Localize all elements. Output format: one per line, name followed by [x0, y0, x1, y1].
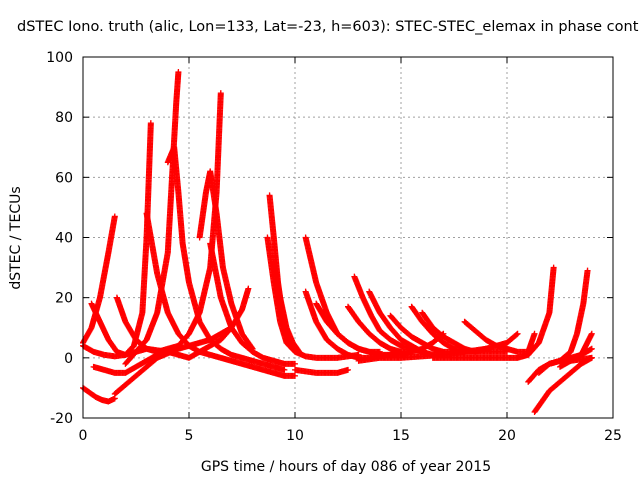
y-tick-label: 20: [55, 291, 73, 307]
data-point-marker: [248, 344, 255, 351]
series-26: [355, 330, 521, 364]
series-8: [122, 69, 182, 367]
data-point-marker: [292, 372, 298, 379]
x-tick-label: 5: [185, 428, 194, 444]
y-tick-label: 60: [55, 170, 73, 186]
data-point-marker: [345, 366, 351, 373]
data-points: [80, 69, 595, 415]
data-point-marker: [217, 90, 224, 97]
y-tick-label: 80: [55, 110, 73, 126]
series-5: [88, 120, 154, 358]
series-31: [535, 267, 591, 376]
x-tick-label: 20: [498, 428, 516, 444]
data-point-marker: [147, 120, 154, 127]
axes: [82, 56, 614, 419]
data-point-marker: [514, 330, 521, 337]
series-30: [531, 354, 595, 415]
x-axis-label: GPS time / hours of day 086 of year 2015: [201, 459, 491, 475]
data-point-marker: [281, 366, 288, 373]
data-point-marker: [292, 360, 298, 367]
data-point-marker: [175, 69, 182, 76]
data-point-marker: [588, 345, 595, 352]
y-tick-label: 100: [46, 50, 73, 66]
series-28: [429, 264, 557, 361]
y-tick-label: 0: [64, 351, 73, 367]
series-12: [90, 285, 252, 376]
data-point-marker: [296, 348, 303, 355]
series-13: [264, 234, 362, 361]
y-tick-label: 40: [55, 231, 73, 247]
x-tick-label: 25: [604, 428, 622, 444]
series-33: [557, 345, 595, 370]
tick-labels: 0 5 10 15 20 25 -20 0 20 40 60 80 100: [46, 50, 622, 444]
series-3: [80, 213, 118, 346]
x-tick-label: 15: [392, 428, 410, 444]
series-27: [292, 366, 351, 376]
data-point-marker: [513, 331, 520, 338]
series-15: [270, 258, 303, 355]
data-point-marker: [588, 330, 595, 337]
series-11: [196, 168, 256, 352]
y-tick-label: -20: [50, 411, 73, 427]
series-19: [351, 273, 426, 355]
x-tick-label: 10: [286, 428, 304, 444]
data-point-marker: [584, 267, 591, 274]
x-tick-label: 0: [79, 428, 88, 444]
data-point-marker: [245, 285, 252, 292]
series-1: [80, 384, 118, 405]
data-point-marker: [249, 345, 256, 352]
data-point-marker: [550, 264, 557, 271]
data-point-marker: [588, 354, 595, 361]
data-point-marker: [111, 213, 118, 220]
data-point-marker: [531, 330, 538, 337]
y-axis-label: dSTEC / TECUs: [8, 186, 24, 289]
chart-title: dSTEC Iono. truth (alic, Lon=133, Lat=-2…: [17, 19, 639, 35]
